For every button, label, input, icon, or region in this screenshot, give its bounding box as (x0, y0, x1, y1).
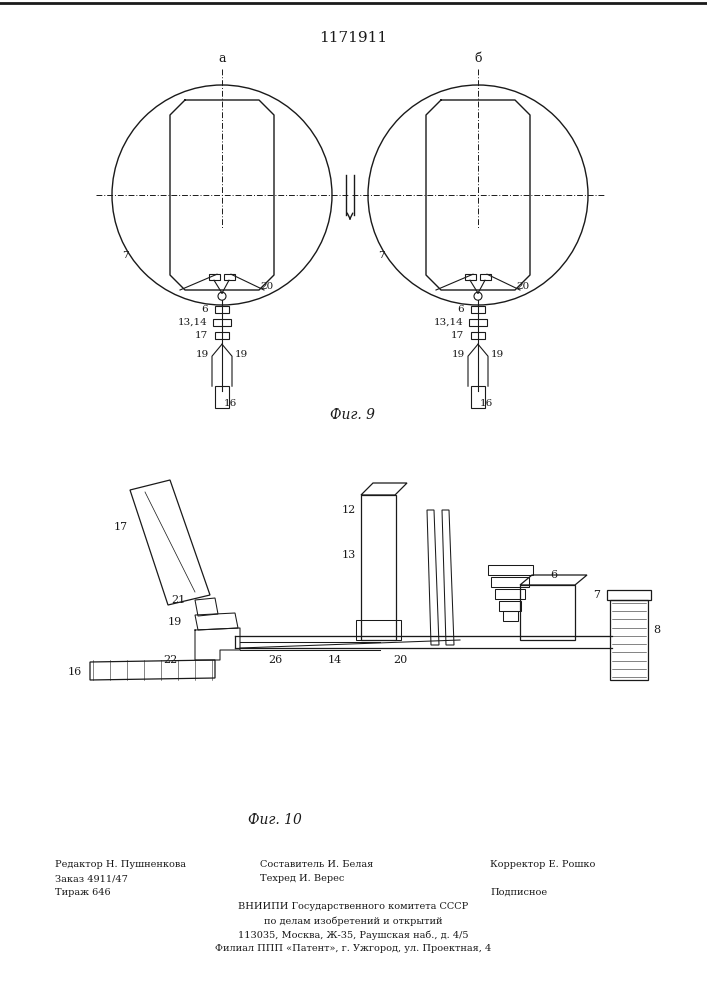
Bar (503, 611, 518, 621)
Text: 13,14: 13,14 (178, 318, 208, 327)
Text: 1171911: 1171911 (319, 31, 387, 45)
Bar (469, 319, 487, 326)
Bar (224, 274, 235, 280)
Bar (520, 585, 575, 640)
Bar (499, 601, 521, 611)
Text: 6: 6 (550, 570, 557, 580)
Text: 19: 19 (196, 350, 209, 359)
Text: 20: 20 (393, 655, 407, 665)
Text: 13: 13 (341, 550, 356, 560)
Bar (213, 319, 231, 326)
Bar (488, 565, 533, 575)
Text: 12: 12 (341, 505, 356, 515)
Text: 26: 26 (268, 655, 282, 665)
Text: 6: 6 (457, 305, 464, 314)
Bar (215, 332, 229, 339)
Bar (215, 306, 229, 313)
Text: 16: 16 (68, 667, 82, 677)
Bar (480, 274, 491, 280)
Bar (356, 620, 401, 640)
Text: Техред И. Верес: Техред И. Верес (260, 874, 344, 883)
Bar (491, 577, 529, 587)
Text: 16: 16 (480, 399, 493, 408)
Text: Подписное: Подписное (490, 888, 547, 897)
Text: 7: 7 (122, 251, 129, 260)
Text: Фиг. 10: Фиг. 10 (248, 813, 302, 827)
Text: 19: 19 (452, 350, 465, 359)
Text: 14: 14 (328, 655, 342, 665)
Bar (471, 332, 485, 339)
Text: 21: 21 (171, 595, 185, 605)
Text: Составитель И. Белая: Составитель И. Белая (260, 860, 373, 869)
Text: 17: 17 (114, 522, 128, 532)
Text: по делам изобретений и открытий: по делам изобретений и открытий (264, 916, 443, 926)
Text: 7: 7 (378, 251, 385, 260)
Text: Редактор Н. Пушненкова: Редактор Н. Пушненкова (55, 860, 186, 869)
Text: 20: 20 (517, 282, 530, 291)
Bar (465, 274, 476, 280)
Bar (209, 274, 220, 280)
Text: 19: 19 (168, 617, 182, 627)
Text: 17: 17 (194, 331, 208, 340)
Text: Корректор Е. Рошко: Корректор Е. Рошко (490, 860, 595, 869)
Text: б: б (474, 52, 481, 65)
Text: a: a (218, 52, 226, 65)
Text: 7: 7 (593, 590, 600, 600)
Text: 8: 8 (653, 625, 660, 635)
Text: 19: 19 (491, 350, 504, 359)
Bar (361, 495, 396, 640)
Text: Заказ 4911/47: Заказ 4911/47 (55, 874, 128, 883)
Bar (471, 386, 485, 408)
Text: 20: 20 (260, 282, 274, 291)
Text: 19: 19 (235, 350, 248, 359)
Text: 13,14: 13,14 (434, 318, 464, 327)
Text: Тираж 646: Тираж 646 (55, 888, 110, 897)
Text: Фиг. 9: Фиг. 9 (330, 408, 375, 422)
Text: 22: 22 (164, 655, 178, 665)
Bar (215, 386, 229, 408)
Text: ВНИИПИ Государственного комитета СССР: ВНИИПИ Государственного комитета СССР (238, 902, 468, 911)
Bar (610, 600, 648, 680)
Text: 16: 16 (224, 399, 238, 408)
Text: Филиал ППП «Патент», г. Ужгород, ул. Проектная, 4: Филиал ППП «Патент», г. Ужгород, ул. Про… (215, 944, 491, 953)
Text: 113035, Москва, Ж-35, Раушская наб., д. 4/5: 113035, Москва, Ж-35, Раушская наб., д. … (238, 930, 468, 940)
Bar (607, 590, 651, 600)
Text: 17: 17 (451, 331, 464, 340)
Bar (471, 306, 485, 313)
Text: 6: 6 (201, 305, 208, 314)
Bar (495, 589, 525, 599)
